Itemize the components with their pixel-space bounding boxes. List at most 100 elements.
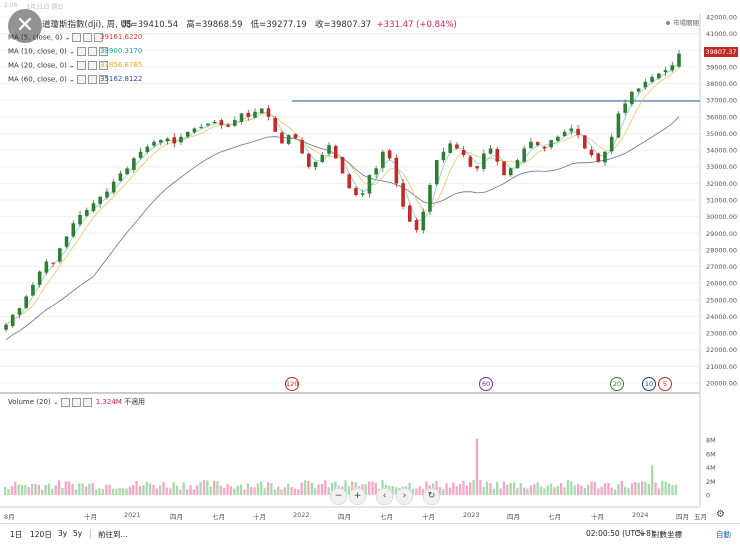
settings-icon <box>83 33 93 42</box>
candle-body <box>333 145 338 159</box>
volume-bar <box>47 483 51 495</box>
scroll-left-button[interactable]: ‹ <box>376 488 393 505</box>
status-dot-icon <box>666 21 670 25</box>
candle-body <box>199 126 203 128</box>
candle-body <box>623 103 627 113</box>
candle-body <box>414 220 419 230</box>
volume-bar <box>310 482 313 495</box>
remove-icon <box>94 33 104 42</box>
candle-body <box>125 168 129 175</box>
candle-body <box>58 248 62 262</box>
goto-button[interactable]: 前往到... <box>98 530 128 539</box>
volume-bar <box>418 486 421 495</box>
candles <box>4 49 681 333</box>
candle-body <box>461 150 466 156</box>
range-3y-button[interactable]: 3y <box>58 529 68 538</box>
candle-body <box>448 143 452 153</box>
volume-bar <box>587 484 590 495</box>
market-status: 市場關閉 <box>666 17 699 27</box>
candle-body <box>482 153 486 170</box>
candle-body <box>37 271 42 285</box>
indicator-ma10[interactable]: MA (10, close, 0) ⌄ 38900.3170 <box>8 47 143 56</box>
volume-bar <box>91 482 94 495</box>
volume-bar <box>563 487 566 495</box>
indicator-ma60[interactable]: MA (60, close, 0) ⌄ 35162.8122 <box>8 75 143 84</box>
volume-bar <box>37 484 40 495</box>
zoom-out-button[interactable]: − <box>330 488 347 505</box>
volume-bar <box>317 484 320 495</box>
status-bar: 2:06 3月31日 週日 <box>0 0 740 12</box>
candle-body <box>562 131 567 137</box>
volume-indicator[interactable]: Volume (20) ⌄ 1.324M 不適用 <box>8 397 146 407</box>
candle-body <box>179 136 183 143</box>
range-120d-button[interactable]: 120日 <box>30 530 52 539</box>
volume-tick-label: 6M <box>706 450 716 458</box>
volume-bar <box>415 488 418 495</box>
event-badge-120[interactable]: 120 <box>285 377 299 391</box>
candle-body <box>71 223 76 237</box>
event-badge-60[interactable]: 60 <box>479 377 493 391</box>
candle-body <box>78 214 82 225</box>
indicator-ma20[interactable]: MA (20, close, 0) ⌄ 37856.8765 <box>8 61 143 70</box>
volume-bar <box>108 484 111 495</box>
candle-body <box>293 134 298 139</box>
event-badge-20[interactable]: 20 <box>610 377 624 391</box>
volume-bar <box>448 487 452 495</box>
zoom-in-button[interactable]: + <box>349 488 366 505</box>
eye-icon <box>76 75 86 84</box>
auto-scale-toggle[interactable]: 自動 <box>716 530 731 539</box>
volume-bar <box>479 480 482 495</box>
volume-bar <box>674 484 677 495</box>
event-badge-5[interactable]: 5 <box>658 377 672 391</box>
volume-bar <box>132 485 135 495</box>
volume-bar <box>364 484 367 495</box>
percent-toggle[interactable]: % <box>637 529 645 538</box>
reset-button[interactable]: ↻ <box>423 488 440 505</box>
volume-bar <box>489 483 492 495</box>
volume-bar <box>603 483 607 495</box>
volume-bar <box>199 482 202 495</box>
volume-bar <box>280 489 283 495</box>
candle-body <box>374 168 378 175</box>
candle-body <box>98 196 103 204</box>
candle-body <box>84 209 89 216</box>
volume-bar <box>189 485 192 495</box>
candle-body <box>401 183 405 207</box>
candle-body <box>643 81 648 88</box>
price-tick-label: 27000.00 <box>706 263 737 271</box>
range-1d-button[interactable]: 1日 <box>10 530 23 539</box>
range-5y-button[interactable]: 5y <box>73 529 83 538</box>
volume-bar <box>98 488 101 495</box>
settings-gear-icon[interactable]: ⚙ <box>716 509 725 520</box>
volume-bar <box>462 480 465 495</box>
volume-bar <box>651 465 654 495</box>
price-tick-label: 21000.00 <box>706 363 737 371</box>
volume-bar <box>226 483 229 495</box>
volume-bar <box>667 483 671 495</box>
volume-bar <box>600 486 603 495</box>
eye-icon <box>72 33 82 42</box>
indicator-ma5[interactable]: MA (5, close, 0) ⌄ 39161.6220 <box>8 33 143 42</box>
volume-bar <box>44 485 47 495</box>
volume-bar <box>445 483 448 495</box>
price-tick-label: 34000.00 <box>706 147 737 155</box>
candle-body <box>354 188 358 196</box>
volume-bar <box>512 482 516 495</box>
volume-bar <box>57 480 61 495</box>
time-axis: 8月 十月 2021 四月 七月 十月 2022 四月 七月 十月 2023 四… <box>4 511 707 521</box>
volume-bar <box>624 486 627 495</box>
close-button[interactable]: ✕ <box>8 9 42 43</box>
candle-body <box>138 151 143 158</box>
volume-bar <box>54 485 57 495</box>
candle-body <box>488 148 493 154</box>
log-scale-toggle[interactable]: 對數坐標 <box>652 530 682 539</box>
candle-body <box>111 181 116 193</box>
remove-icon <box>98 75 108 84</box>
candle-body <box>670 65 675 71</box>
price-tick-label: 42000.00 <box>706 14 737 22</box>
event-badge-10[interactable]: 10 <box>642 377 656 391</box>
volume-bar <box>94 489 98 495</box>
candle-body <box>535 142 540 146</box>
scroll-right-button[interactable]: › <box>396 488 413 505</box>
